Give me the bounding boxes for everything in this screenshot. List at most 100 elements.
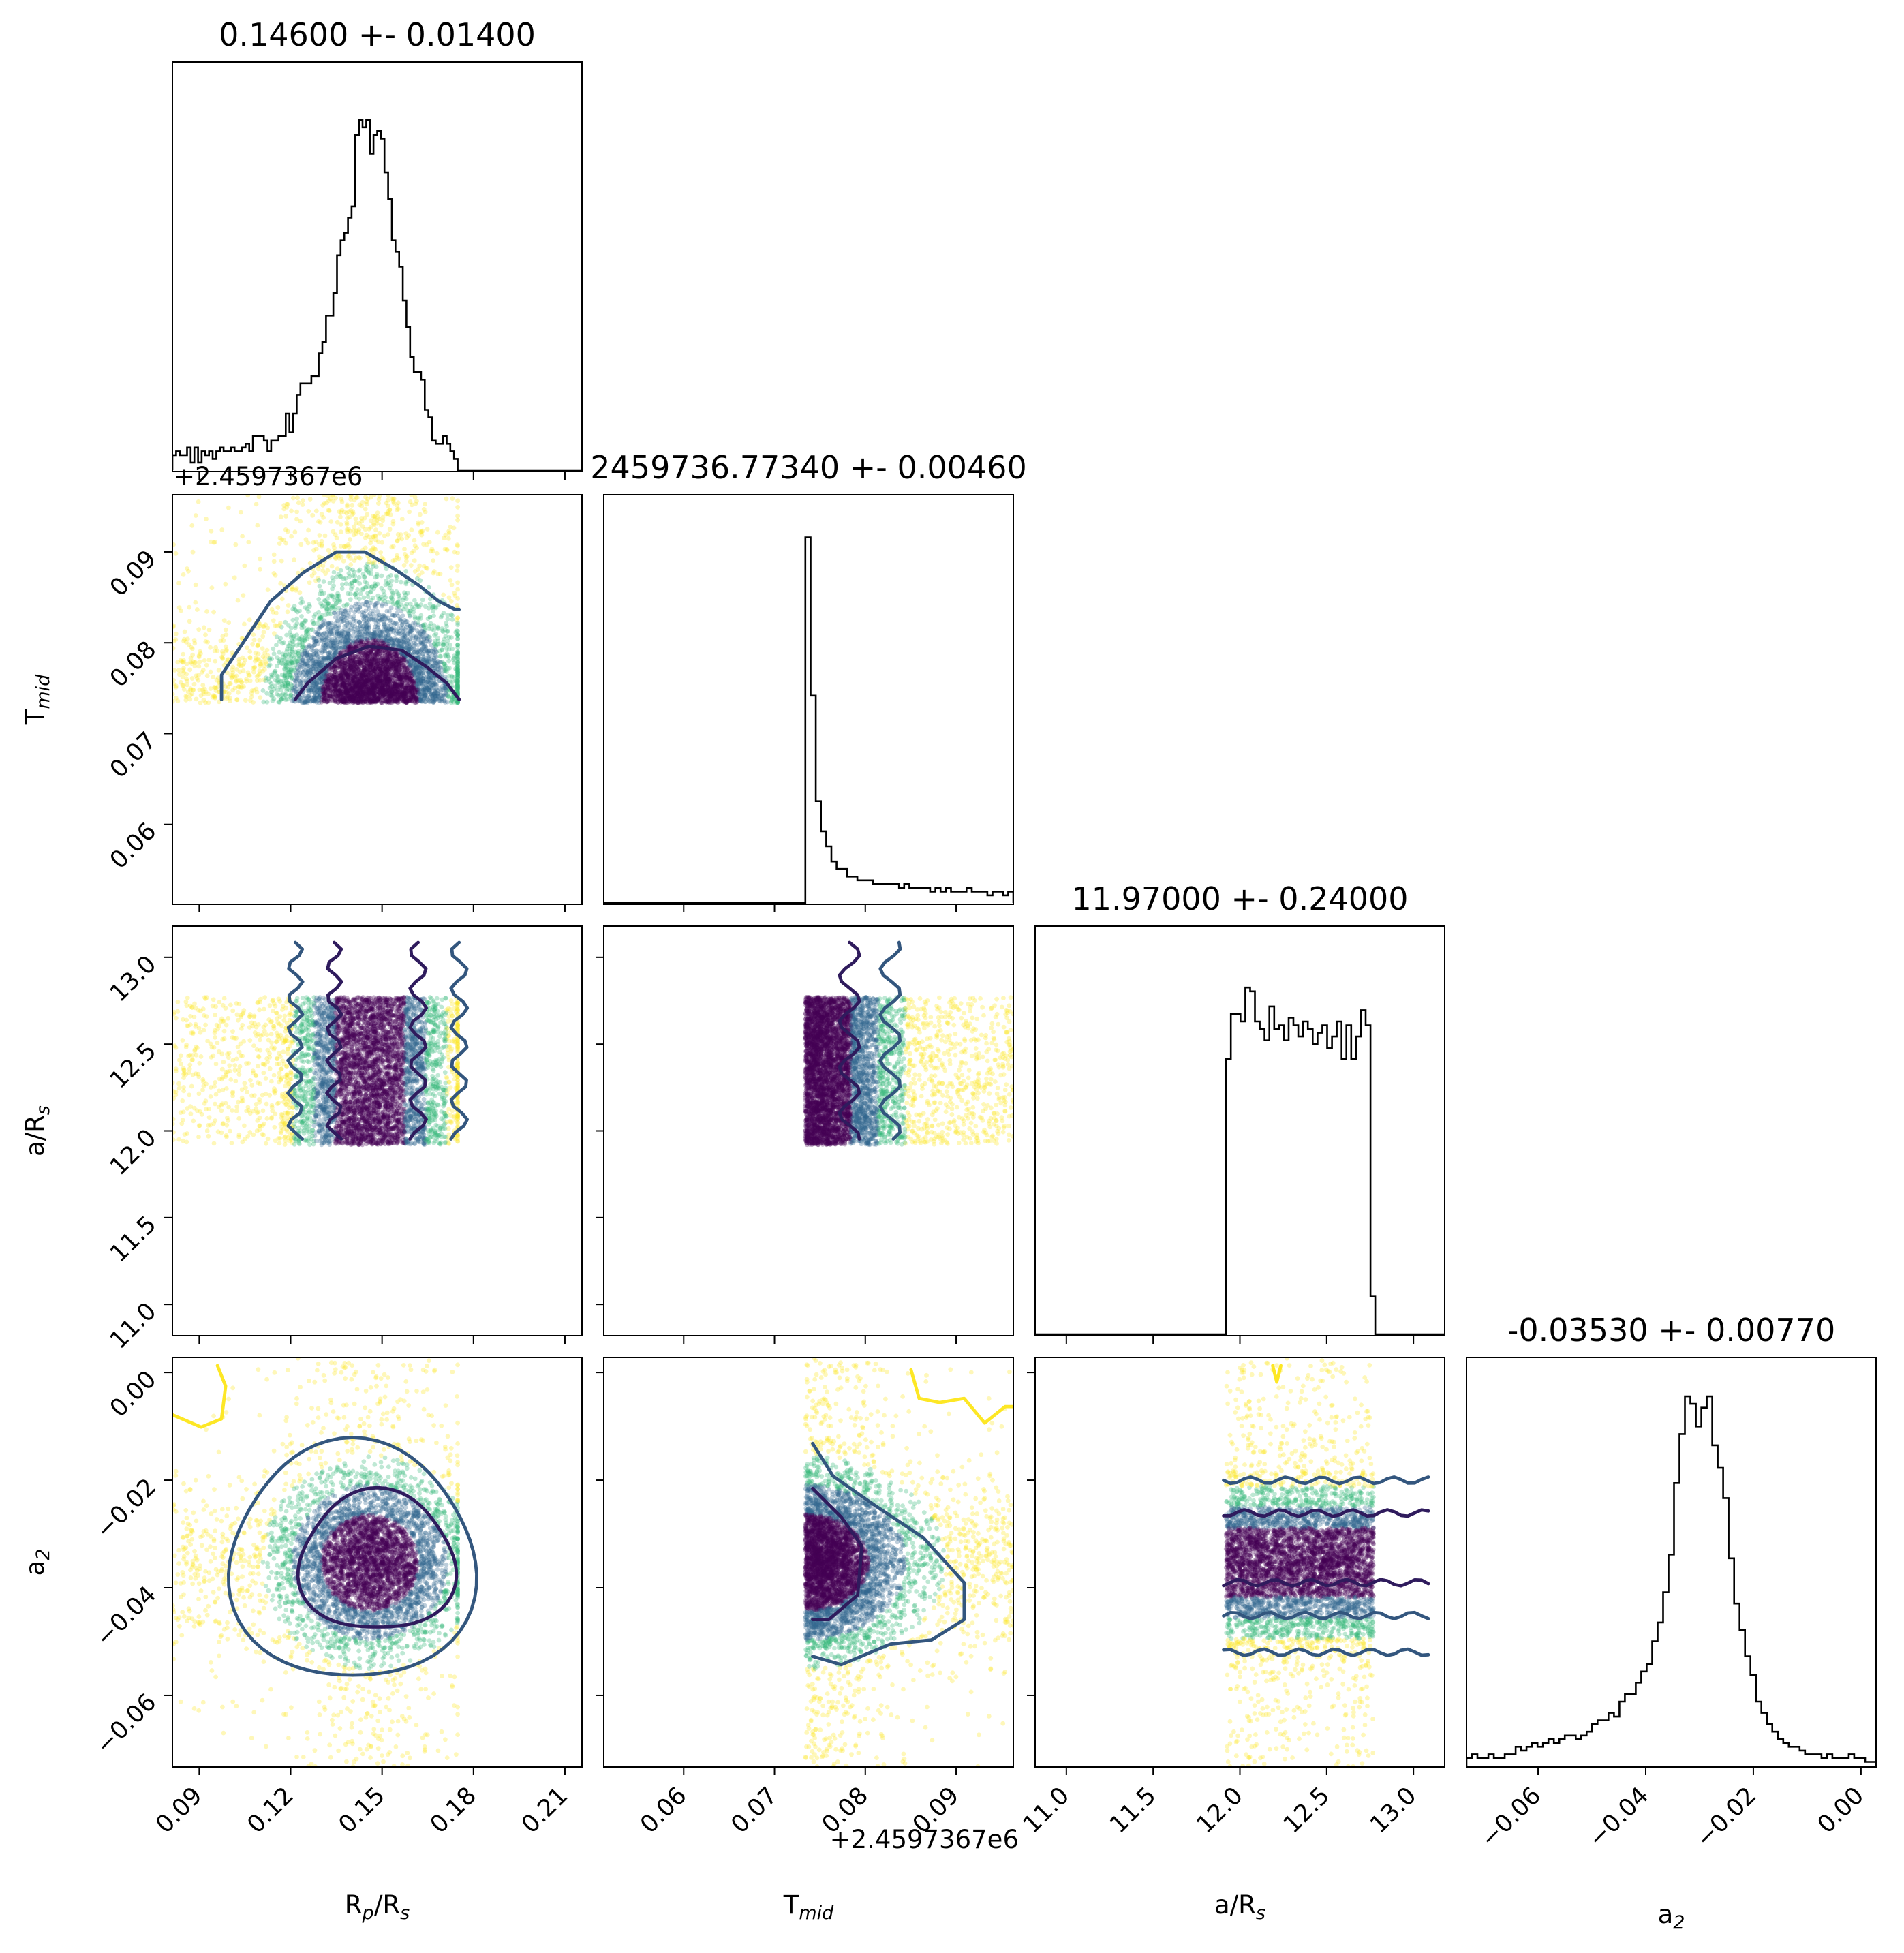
scatter-point bbox=[360, 624, 365, 629]
scatter-point bbox=[299, 614, 304, 619]
scatter-point bbox=[249, 694, 254, 699]
scatter-point bbox=[298, 636, 304, 642]
scatter-point bbox=[345, 504, 350, 509]
scatter-point bbox=[373, 685, 378, 690]
scatter-point bbox=[378, 673, 383, 678]
scatter-point bbox=[206, 700, 211, 705]
scatter-point bbox=[223, 627, 228, 632]
scatter-point bbox=[409, 527, 414, 532]
scatter-point bbox=[236, 690, 241, 695]
scatter-point bbox=[301, 700, 306, 705]
scatter-point bbox=[288, 692, 294, 697]
scatter-point bbox=[395, 683, 399, 688]
scatter-point bbox=[444, 669, 449, 674]
scatter-point bbox=[281, 506, 287, 512]
scatter-point bbox=[328, 654, 333, 660]
scatter-point bbox=[393, 666, 398, 672]
scatter-point bbox=[240, 534, 245, 539]
scatter-point bbox=[402, 590, 407, 596]
scatter-point bbox=[406, 675, 412, 680]
scatter-point bbox=[446, 628, 450, 634]
scatter-point bbox=[390, 519, 396, 524]
scatter-point bbox=[455, 680, 460, 686]
scatter-point bbox=[384, 658, 390, 662]
scatter-point bbox=[296, 653, 302, 659]
scatter-point bbox=[350, 502, 355, 508]
scatter-point bbox=[306, 645, 311, 649]
scatter-point bbox=[411, 643, 416, 648]
scatter-point bbox=[213, 695, 218, 701]
scatter-point bbox=[315, 687, 320, 692]
scatter-point bbox=[176, 668, 181, 673]
scatter-point bbox=[443, 691, 448, 696]
scatter-point bbox=[376, 664, 382, 668]
scatter-point bbox=[437, 698, 443, 704]
scatter-point bbox=[190, 659, 196, 664]
scatter-point bbox=[378, 594, 384, 600]
scatter-point bbox=[269, 689, 275, 694]
scatter-point bbox=[378, 687, 383, 692]
scatter-point bbox=[312, 697, 317, 702]
scatter-point bbox=[369, 700, 375, 705]
scatter-point bbox=[369, 597, 374, 602]
scatter-point bbox=[211, 694, 217, 699]
scatter-point bbox=[333, 669, 338, 674]
scatter-point bbox=[370, 662, 375, 667]
scatter-point bbox=[410, 502, 414, 508]
scatter-point bbox=[393, 557, 397, 563]
scatter-point bbox=[378, 668, 384, 673]
scatter-point bbox=[390, 690, 395, 695]
scatter-point bbox=[438, 660, 444, 665]
scatter-point bbox=[347, 685, 352, 690]
scatter-point bbox=[415, 675, 420, 680]
scatter-point bbox=[279, 696, 284, 702]
scatter-point bbox=[366, 672, 371, 677]
scatter-point bbox=[326, 690, 331, 695]
scatter-point bbox=[326, 654, 331, 660]
scatter-point bbox=[333, 532, 338, 538]
scatter-point bbox=[389, 688, 395, 693]
scatter-point bbox=[415, 687, 420, 692]
scatter-point bbox=[373, 658, 378, 662]
scatter-point bbox=[389, 691, 394, 696]
scatter-point bbox=[331, 677, 337, 681]
scatter-point bbox=[224, 632, 229, 637]
scatter-point bbox=[343, 674, 349, 679]
scatter-point bbox=[411, 685, 416, 690]
scatter-point bbox=[351, 618, 356, 623]
scatter-point bbox=[360, 524, 365, 529]
scatter-point bbox=[274, 634, 279, 639]
scatter-point bbox=[390, 558, 396, 564]
scatter-point bbox=[389, 692, 395, 697]
scatter-point bbox=[346, 659, 351, 664]
scatter-point bbox=[267, 662, 273, 668]
scatter-point bbox=[367, 632, 372, 637]
scatter-point bbox=[365, 675, 369, 679]
scatter-point bbox=[268, 690, 274, 694]
scatter-point bbox=[412, 621, 418, 626]
scatter-point bbox=[335, 631, 340, 636]
scatter-point bbox=[319, 677, 324, 682]
scatter-point bbox=[396, 659, 401, 664]
scatter-point bbox=[455, 685, 460, 690]
scatter-point bbox=[206, 627, 212, 632]
scatter-point bbox=[442, 636, 447, 642]
scatter-point bbox=[335, 694, 340, 699]
scatter-point bbox=[300, 641, 305, 646]
scatter-point bbox=[275, 655, 280, 660]
scatter-point bbox=[412, 616, 418, 621]
scatter-point bbox=[325, 693, 330, 698]
scatter-point bbox=[375, 639, 381, 644]
scatter-point bbox=[267, 679, 272, 684]
scatter-point bbox=[181, 687, 187, 692]
scatter-point bbox=[218, 638, 224, 643]
scatter-point bbox=[273, 683, 278, 689]
scatter-point bbox=[348, 686, 354, 692]
scatter-point bbox=[236, 662, 242, 667]
scatter-point bbox=[413, 666, 418, 671]
scatter-point bbox=[221, 618, 227, 623]
scatter-point bbox=[389, 688, 395, 693]
scatter-point bbox=[366, 693, 371, 698]
scatter-point bbox=[372, 693, 377, 698]
